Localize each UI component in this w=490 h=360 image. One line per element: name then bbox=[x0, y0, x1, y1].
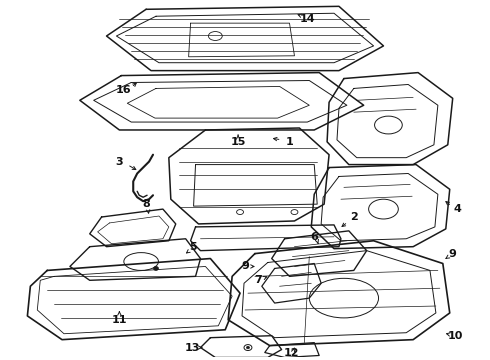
Text: 11: 11 bbox=[112, 315, 127, 325]
Text: 1: 1 bbox=[286, 137, 294, 147]
Text: 3: 3 bbox=[116, 157, 123, 167]
Ellipse shape bbox=[246, 346, 249, 349]
Text: 8: 8 bbox=[142, 199, 150, 209]
Text: 12: 12 bbox=[284, 347, 299, 357]
Text: 5: 5 bbox=[189, 242, 196, 252]
Text: 6: 6 bbox=[310, 232, 318, 242]
Text: 14: 14 bbox=[299, 14, 315, 24]
Text: 7: 7 bbox=[254, 275, 262, 285]
Ellipse shape bbox=[153, 266, 158, 270]
Text: 2: 2 bbox=[350, 212, 358, 222]
Text: 10: 10 bbox=[448, 331, 464, 341]
Text: 4: 4 bbox=[454, 204, 462, 214]
Text: 15: 15 bbox=[230, 137, 246, 147]
Text: 16: 16 bbox=[116, 85, 131, 95]
Text: 9: 9 bbox=[449, 249, 457, 258]
Text: 13: 13 bbox=[185, 343, 200, 352]
Text: 9: 9 bbox=[241, 261, 249, 271]
